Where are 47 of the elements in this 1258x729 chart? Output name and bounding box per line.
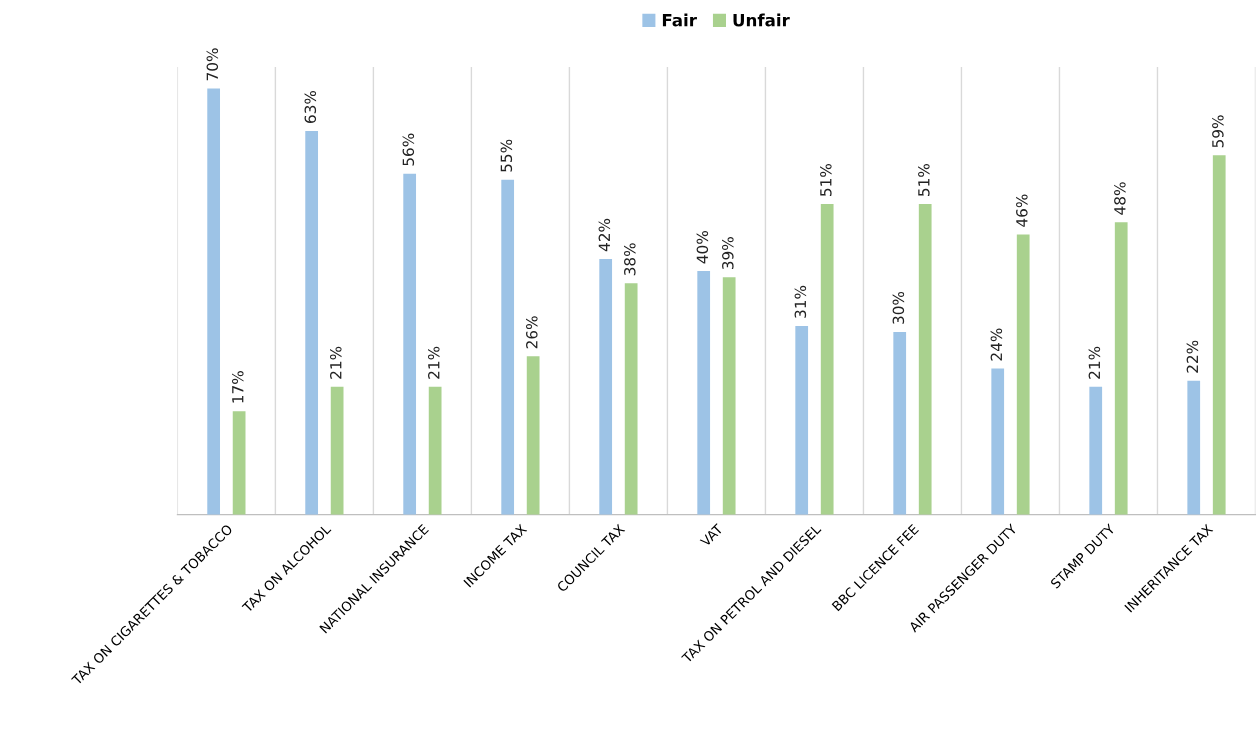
data-label: 26% bbox=[526, 316, 538, 349]
data-label: 70% bbox=[206, 48, 219, 81]
data-label: 40% bbox=[696, 231, 709, 264]
bar bbox=[918, 204, 932, 515]
data-label: 22% bbox=[1186, 340, 1199, 373]
data-label: 24% bbox=[990, 328, 1003, 361]
data-label: 59% bbox=[1212, 115, 1224, 148]
data-label: 63% bbox=[304, 90, 317, 123]
bar bbox=[599, 258, 613, 515]
data-label: 48% bbox=[1114, 182, 1126, 215]
bar bbox=[1114, 222, 1128, 515]
bar bbox=[403, 173, 417, 515]
bar bbox=[722, 277, 736, 515]
bar bbox=[207, 88, 221, 515]
bar bbox=[624, 283, 638, 515]
bar bbox=[991, 368, 1005, 515]
data-label: 42% bbox=[598, 218, 611, 252]
x-tick-label: VAT bbox=[699, 523, 724, 548]
data-label: 30% bbox=[892, 291, 905, 324]
bar bbox=[697, 271, 711, 515]
legend-label: Unfair bbox=[733, 13, 790, 27]
data-label: 38% bbox=[624, 243, 636, 276]
data-label: 51% bbox=[820, 164, 832, 196]
data-label: 21% bbox=[428, 346, 440, 379]
data-label: 55% bbox=[500, 139, 513, 172]
bar bbox=[1016, 234, 1030, 515]
bar bbox=[820, 204, 834, 515]
legend-label: Fair bbox=[662, 13, 697, 27]
bar bbox=[232, 411, 246, 515]
bar bbox=[1187, 380, 1201, 515]
bar bbox=[501, 179, 515, 515]
data-label: 46% bbox=[1016, 194, 1028, 227]
bar bbox=[893, 331, 907, 515]
bar bbox=[1089, 386, 1103, 515]
data-label: 21% bbox=[330, 346, 342, 379]
bar bbox=[330, 386, 344, 515]
bar bbox=[428, 386, 442, 515]
bar bbox=[305, 131, 319, 515]
bar bbox=[795, 325, 809, 515]
data-label: 17% bbox=[232, 371, 244, 403]
data-label: 56% bbox=[402, 133, 415, 166]
data-label: 51% bbox=[918, 164, 930, 196]
bar bbox=[1212, 155, 1226, 515]
data-label: 31% bbox=[794, 285, 807, 318]
data-label: 21% bbox=[1088, 346, 1101, 379]
bar bbox=[526, 356, 540, 515]
data-label: 39% bbox=[722, 237, 734, 270]
